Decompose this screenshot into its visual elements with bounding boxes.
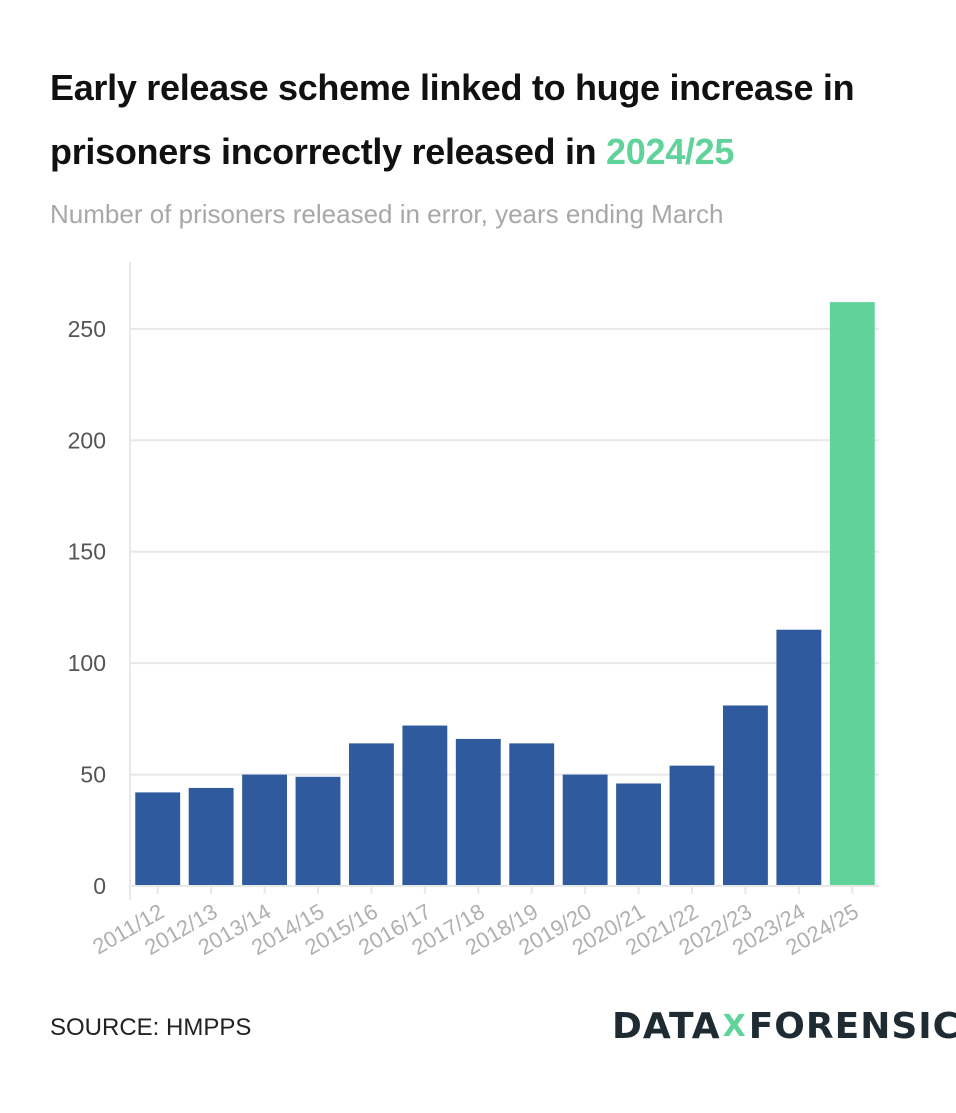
y-tick-label: 100 [68,650,106,676]
chart-title-highlight: 2024/25 [606,131,735,172]
y-tick-label: 0 [93,873,106,899]
source-note: SOURCE: HMPPS [50,1014,252,1041]
bar [402,725,448,886]
y-tick-label: 250 [68,316,106,342]
y-tick-label: 200 [68,427,106,453]
bar [188,787,234,886]
data-x-forensics-logo: DATA X FORENSICS [612,1004,956,1048]
bar-chart: 0501001502002502011/122012/132013/142014… [68,262,879,960]
bar [509,743,555,886]
chart-title: Early release scheme linked to huge incr… [50,56,930,184]
bar [669,765,715,886]
logo-text-data: DATA [612,1005,721,1047]
chart-subtitle: Number of prisoners released in error, y… [50,199,724,229]
chart-title-main: Early release scheme linked to huge incr… [50,67,855,172]
bar [135,792,181,886]
bar [722,705,768,886]
logo-x-mark: X [722,1008,747,1044]
bar [242,774,288,886]
bar [776,629,822,886]
bar [562,774,608,886]
y-tick-label: 50 [80,762,106,788]
bar [295,776,341,886]
y-tick-label: 150 [68,539,106,565]
bar [455,738,501,886]
bar [348,743,394,886]
bar [616,783,662,886]
logo-text-forensics: FORENSICS [748,1005,956,1047]
bar [829,302,875,887]
